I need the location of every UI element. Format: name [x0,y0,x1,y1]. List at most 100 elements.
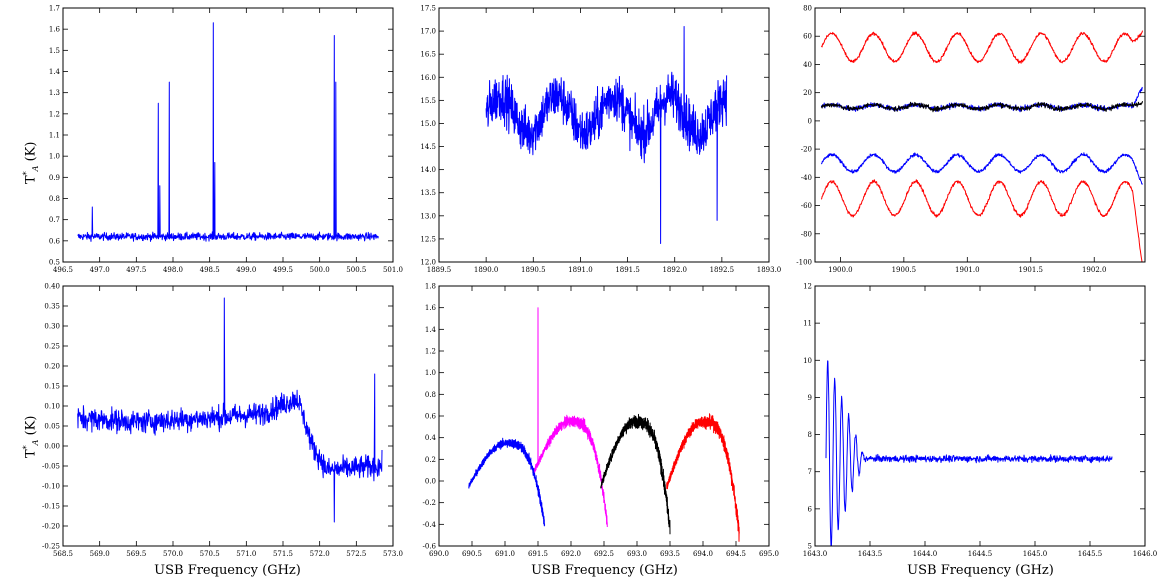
y-tick-label: -0.6 [423,543,437,551]
plot-frame [62,7,394,263]
y-tick-label: 13.5 [420,189,436,197]
y-tick-label: 1.4 [49,68,61,76]
x-tick-label: 1645.5 [1078,550,1103,558]
y-tick-label: 15.0 [420,120,436,128]
panel-bottom-right: 1643.0 1643.5 1644.0 1644.5 1645.0 1645.5 1646… [803,283,1158,559]
y-tick-label: 17.0 [420,28,436,36]
x-tick-label: 691.0 [495,550,515,558]
series-line-bottom-middle-1 [534,307,608,528]
y-tick-label: 0.00 [44,443,60,451]
x-tick-label: 692.5 [594,550,614,558]
x-tick-label: 570.5 [200,550,220,558]
panel-bottom-left: 568.5 569.0 569.5 570.0 570.5 571.0 571.5 572.0… [42,283,403,559]
y-tick-label: 1.6 [49,26,61,34]
y-tick-label: 60 [803,33,812,41]
x-tick-label: 497.5 [126,266,146,274]
y-tick-label: -0.4 [423,521,437,529]
y-tick-label: 13.0 [420,212,436,220]
plot-frame [62,285,394,547]
x-tick-label: 693.5 [660,550,680,558]
y-tick-label: 1.2 [49,110,60,118]
x-tick-label: 1643.5 [858,550,883,558]
y-tick-label: 0 [808,117,812,125]
y-tick-label: -100 [796,259,812,267]
series-line-top-left-0 [77,22,379,242]
y-tick-label: 1.5 [49,47,60,55]
y-tick-label: 9 [808,394,812,402]
y-tick-label: 0.40 [44,283,60,291]
series-line-bottom-middle-3 [666,413,740,542]
x-tick-label: 1901.5 [1019,266,1044,274]
x-tick-label: 570.0 [163,550,183,558]
x-tick-label: 1893.0 [757,266,782,274]
x-tick-label: 497.0 [90,266,110,274]
x-tick-label: 572.0 [310,550,330,558]
y-tick-label: 80 [803,5,812,13]
y-tick-label: 0.10 [44,403,60,411]
y-tick-label: 1.6 [425,304,437,312]
x-tick-label: 499.5 [273,266,293,274]
x-tick-label: 1644.5 [968,550,993,558]
y-tick-label: 14.0 [420,166,436,174]
plot-frame [438,285,770,547]
y-tick-label: -0.15 [42,503,60,511]
x-tick-label: 1645.0 [1023,550,1048,558]
y-tick-label: 15.5 [420,97,436,105]
y-tick-label: 5 [808,543,812,551]
y-tick-label: -40 [801,174,812,182]
x-tick-label: 1889.5 [427,266,452,274]
xlabel-bottom-right: USB Frequency (GHz) [907,563,1054,578]
y-tick-label: 0.05 [44,423,60,431]
panel-top-left: 496.5 497.0 497.5 498.0 498.5 499.0 499.5 500.0… [49,5,403,275]
y-tick-label: 1.7 [49,5,60,13]
x-tick-label: 1891.5 [615,266,640,274]
x-tick-label: 496.5 [53,266,73,274]
y-tick-label: 0.15 [44,383,60,391]
x-tick-label: 500.0 [310,266,330,274]
series-line-bottom-left-0 [77,297,383,523]
series-line-top-right-0 [820,30,1143,64]
series-line-top-right-2 [820,100,1143,113]
series-line-top-right-4 [820,179,1143,262]
y-tick-label: 8 [808,431,812,439]
x-tick-label: 499.0 [236,266,256,274]
y-tick-label: 11 [803,320,812,328]
panel-top-right: 1900.0 1900.5 1901.0 1901.5 1902.0 80 60 40 20 0 -… [796,5,1146,274]
y-tick-label: 40 [803,61,812,69]
series-line-top-right-3 [820,152,1143,185]
x-tick-label: 568.5 [53,550,73,558]
y-tick-label: 1.3 [49,89,60,97]
y-tick-label: 1.2 [425,348,436,356]
y-tick-label: 7 [808,468,812,476]
y-tick-label: 0.30 [44,323,60,331]
y-tick-label: 10 [803,357,812,365]
panel-bottom-middle: 690.0 690.5 691.0 691.5 692.0 692.5 693.0 693.5… [423,283,780,559]
y-tick-label: 0.0 [425,478,436,486]
x-tick-label: 1643.0 [803,550,828,558]
y-tick-label: 0.25 [44,343,60,351]
y-tick-label: 12 [803,283,812,291]
y-tick-label: 12.5 [420,235,436,243]
y-tick-label: 1.0 [425,369,436,377]
panel-top-middle: 1889.5 1890.0 1890.5 1891.0 1891.5 1892.0 1892… [420,5,781,275]
ylabel-bottom: T*A (K) [22,415,40,458]
x-tick-label: 571.0 [236,550,256,558]
plot-frame [814,285,1146,547]
x-tick-label: 1646.0 [1133,550,1158,558]
x-tick-label: 500.5 [346,266,366,274]
y-tick-label: 12.0 [420,259,436,267]
y-tick-label: 1.1 [49,132,60,140]
y-tick-label: 0.9 [49,174,60,182]
x-tick-label: 1900.5 [892,266,917,274]
y-tick-label: 0.20 [44,363,60,371]
series-line-top-middle-0 [485,26,728,244]
y-tick-label: 1.0 [49,153,60,161]
x-tick-label: 690.0 [429,550,449,558]
ylabel-top: T*A (K) [22,141,40,184]
y-tick-label: 14.5 [420,143,436,151]
x-tick-label: 1891.0 [568,266,593,274]
x-tick-label: 692.0 [561,550,581,558]
xlabel-bottom-left: USB Frequency (GHz) [154,563,301,578]
x-tick-label: 690.5 [462,550,482,558]
